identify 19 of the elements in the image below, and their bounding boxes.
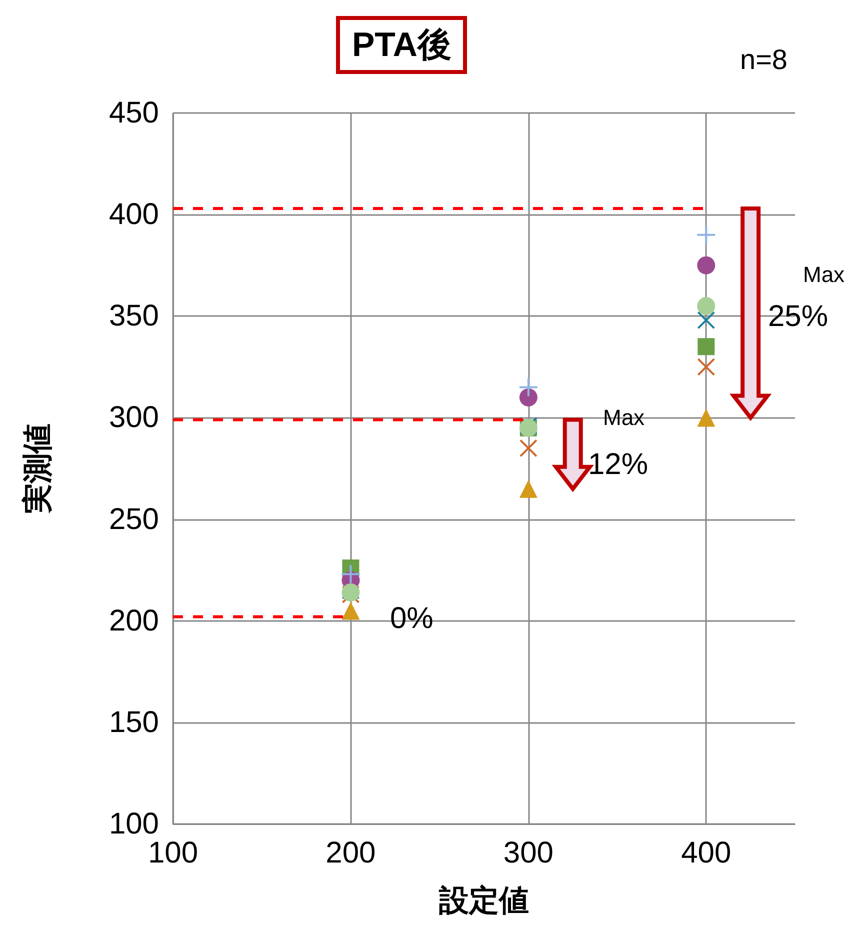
y-axis-title: 実測値 xyxy=(20,424,54,514)
text: n=8 xyxy=(740,44,788,76)
y-tick-label: 200 xyxy=(108,604,159,638)
x-tick-label: 400 xyxy=(681,836,732,870)
x-tick-label: 200 xyxy=(326,836,376,870)
annotation: 12% xyxy=(588,448,648,482)
y-tick-label: 300 xyxy=(108,401,159,434)
text: Max xyxy=(803,262,845,288)
y-tick-label: 250 xyxy=(108,502,159,536)
chart-title: PTA後 xyxy=(336,16,468,74)
annotation: Max xyxy=(603,405,645,431)
y-tick-label: 400 xyxy=(108,198,159,232)
annotation: 0% xyxy=(390,602,434,636)
y-tick-label: 450 xyxy=(108,96,159,130)
annotation: 25% xyxy=(768,300,828,334)
y-tick-label: 150 xyxy=(108,706,159,739)
x-axis-title: 設定値 xyxy=(438,884,529,918)
x-tick-label: 300 xyxy=(503,836,554,870)
y-tick-label: 350 xyxy=(108,300,159,333)
